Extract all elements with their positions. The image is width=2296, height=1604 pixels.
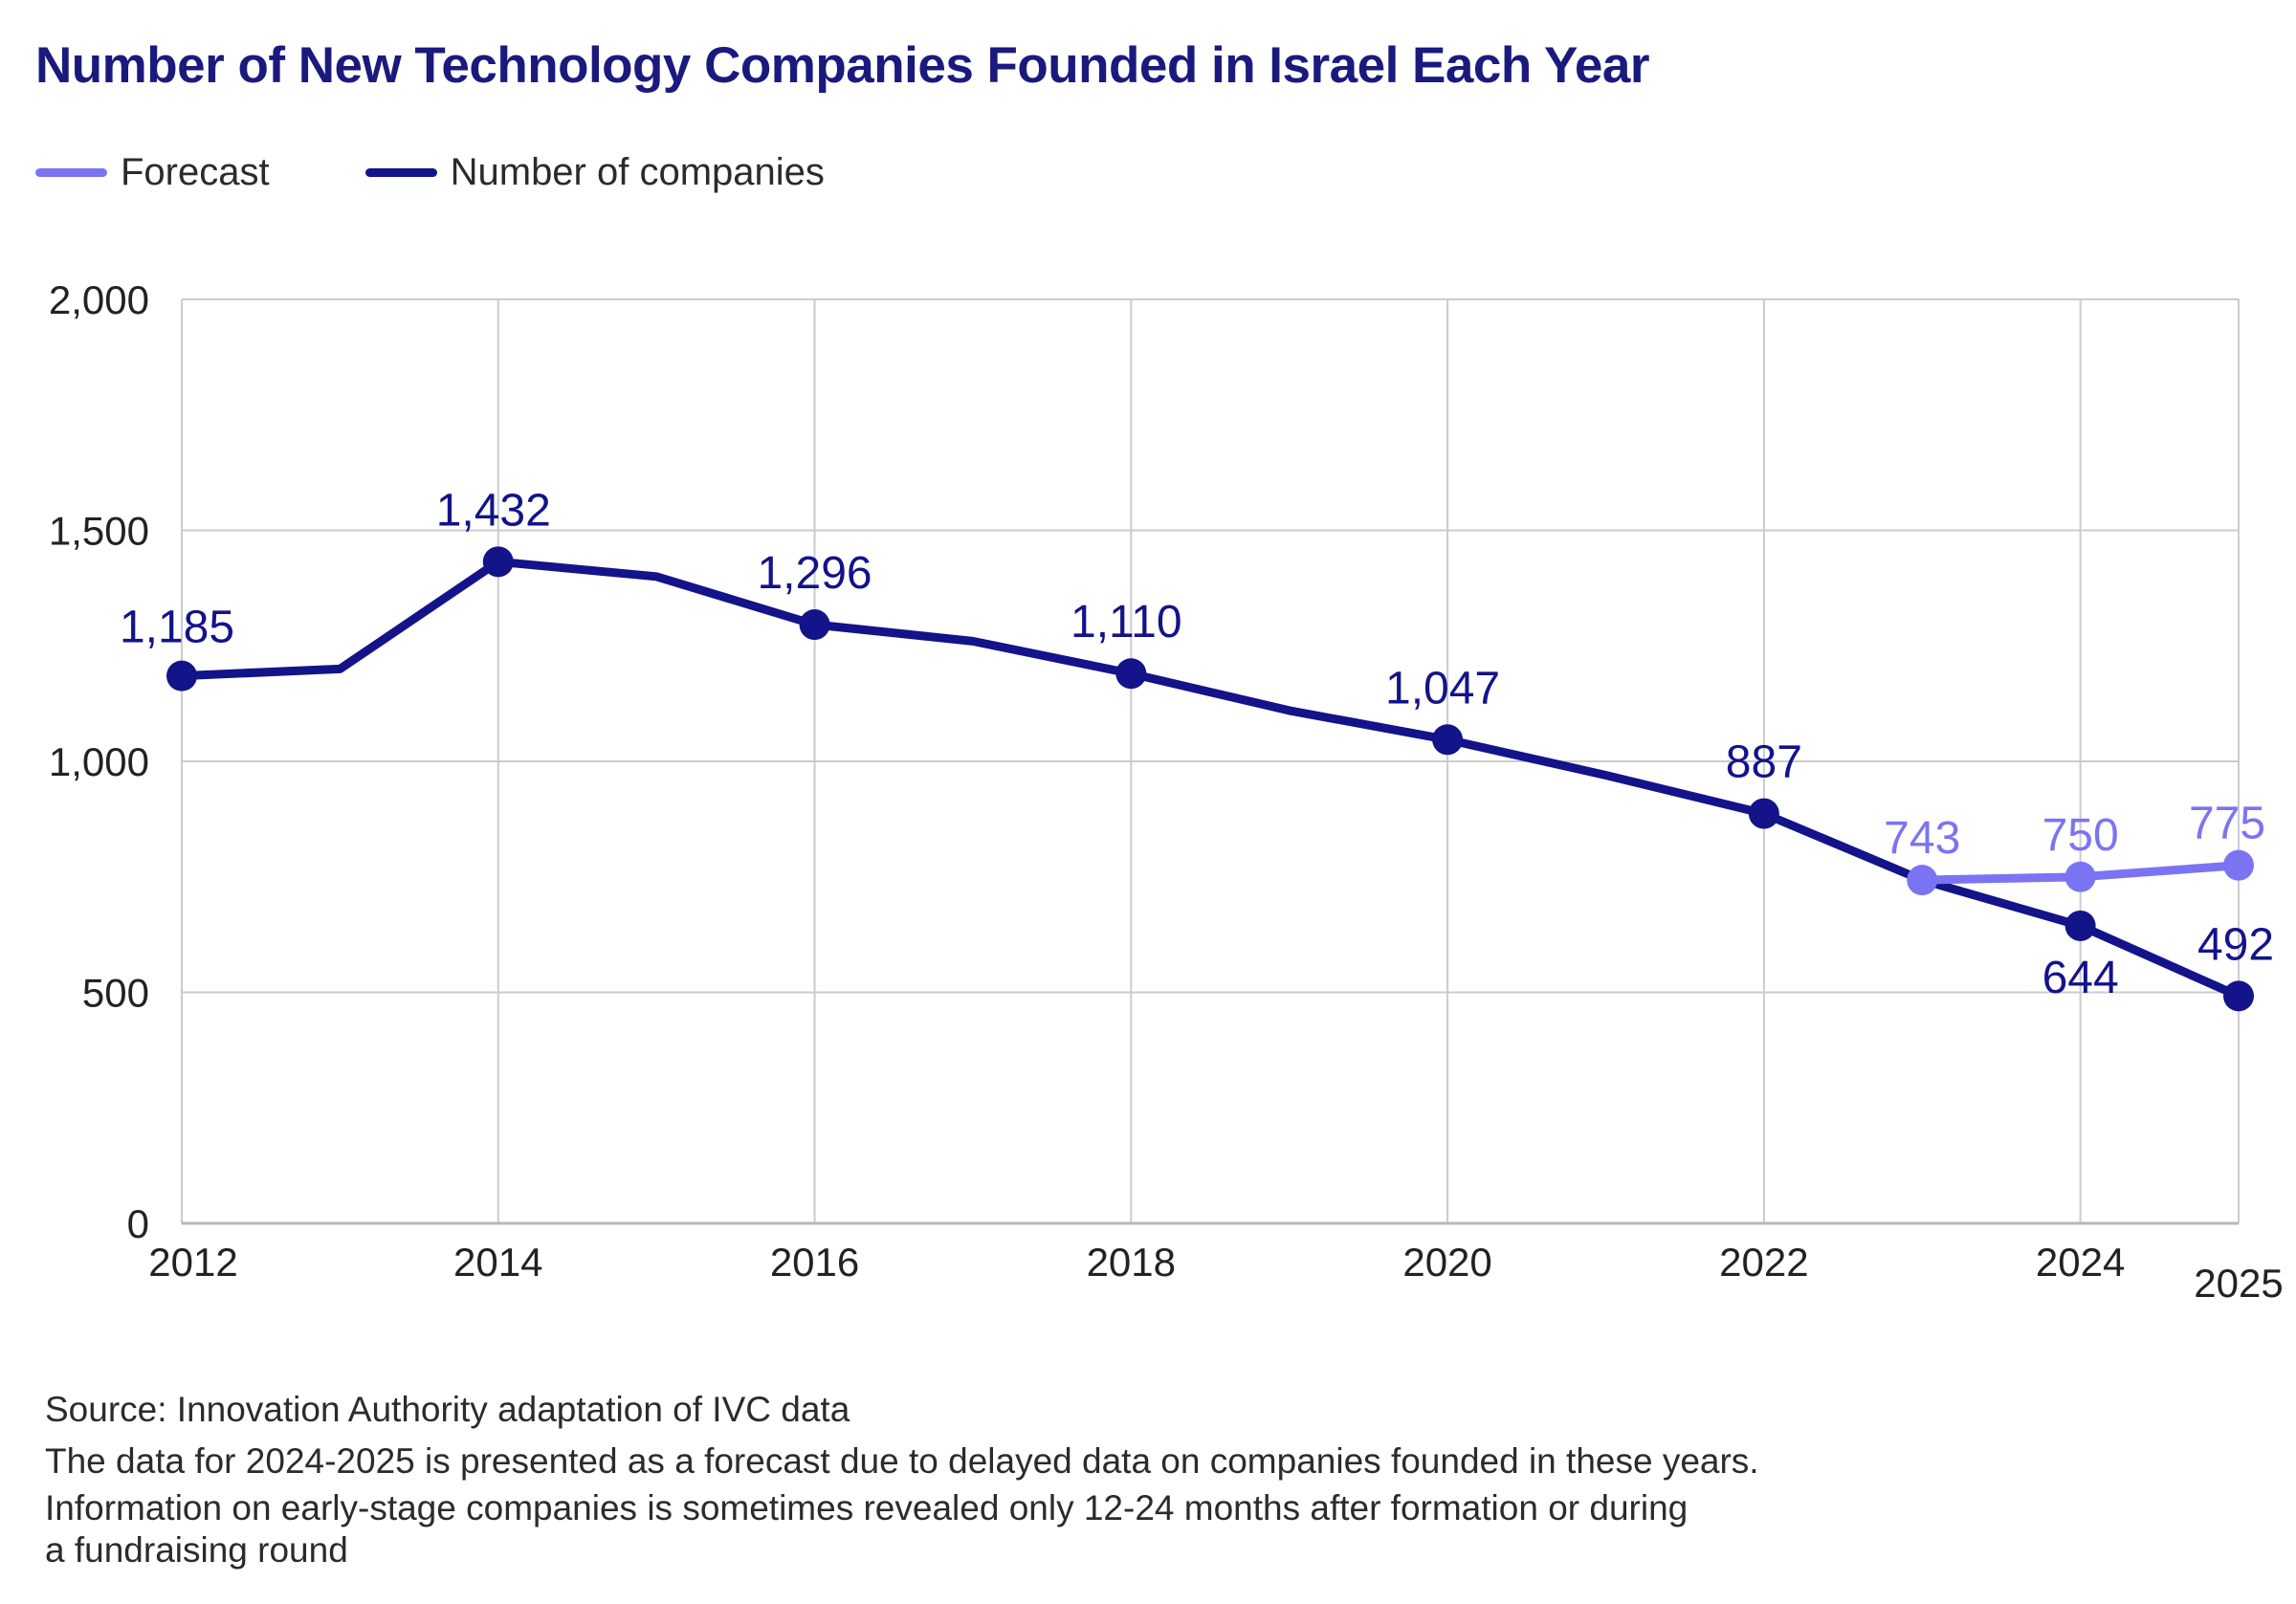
x-tick-label: 2020 bbox=[1402, 1240, 1491, 1285]
legend-swatch-forecast bbox=[35, 167, 107, 177]
companies-point bbox=[2223, 980, 2254, 1012]
companies-data-label: 492 bbox=[2197, 919, 2274, 970]
y-tick-label: 500 bbox=[82, 971, 149, 1016]
y-tick-label: 1,500 bbox=[49, 509, 149, 554]
info-note-line-1: Information on early-stage companies is … bbox=[45, 1488, 1689, 1527]
forecast-data-label: 743 bbox=[1884, 813, 1960, 864]
companies-point bbox=[1432, 724, 1464, 756]
y-tick-label: 0 bbox=[127, 1201, 149, 1246]
companies-point bbox=[482, 546, 514, 578]
source-note: Source: Innovation Authority adaptation … bbox=[45, 1390, 850, 1429]
x-tick-label: 2018 bbox=[1087, 1240, 1176, 1285]
forecast-point bbox=[2064, 861, 2096, 892]
x-tick-label: 2024 bbox=[2036, 1240, 2125, 1285]
data-labels: 1,185 1,432 1,296 1,110 1,047 887 644 492 743 750… bbox=[120, 485, 2274, 1003]
forecast-data-label: 750 bbox=[2042, 810, 2119, 861]
companies-data-label: 1,432 bbox=[436, 485, 551, 536]
companies-line bbox=[177, 557, 2243, 1000]
chart-title: Number of New Technology Companies Found… bbox=[35, 37, 1649, 94]
forecast-note: The data for 2024-2025 is presented as a… bbox=[45, 1441, 1759, 1481]
x-tick-label: 2014 bbox=[453, 1240, 542, 1285]
legend-label-companies: Number of companies bbox=[450, 150, 825, 193]
legend-item-companies: Number of companies bbox=[364, 150, 825, 194]
companies-point bbox=[799, 609, 830, 641]
forecast-point bbox=[1907, 865, 1938, 896]
companies-data-label: 887 bbox=[1726, 737, 1802, 788]
y-tick-label: 1,000 bbox=[49, 739, 149, 784]
forecast-data-label: 775 bbox=[2189, 799, 2265, 849]
companies-data-label: 644 bbox=[2042, 953, 2119, 1003]
companies-point bbox=[2064, 910, 2096, 941]
legend-swatch-companies bbox=[364, 167, 437, 177]
companies-point bbox=[1748, 798, 1779, 829]
companies-data-label: 1,296 bbox=[757, 548, 872, 599]
legend-item-forecast: Forecast bbox=[35, 151, 270, 194]
legend: Forecast Number of companies bbox=[35, 145, 920, 199]
x-tick-label: 2025 bbox=[2194, 1261, 2283, 1306]
y-tick-label: 2,000 bbox=[49, 277, 149, 322]
forecast-point bbox=[2223, 849, 2254, 881]
companies-data-label: 1,047 bbox=[1385, 663, 1500, 714]
x-tick-label: 2012 bbox=[148, 1240, 237, 1285]
x-tick-label: 2022 bbox=[1719, 1240, 1808, 1285]
chart-notes: Source: Innovation Authority adaptation … bbox=[45, 1384, 1759, 1571]
legend-label-forecast: Forecast bbox=[121, 150, 270, 193]
companies-point bbox=[166, 660, 197, 692]
line-chart: 0 500 1,000 1,500 2,000 2012 2014 2016 2018 2020 2… bbox=[49, 277, 2284, 1306]
companies-data-label: 1,185 bbox=[120, 603, 234, 653]
x-tick-label: 2016 bbox=[770, 1240, 859, 1285]
series-layer bbox=[166, 546, 2254, 1012]
companies-data-label: 1,110 bbox=[1071, 597, 1182, 648]
grid bbox=[181, 298, 2240, 1223]
companies-point bbox=[1115, 658, 1147, 690]
axes: 0 500 1,000 1,500 2,000 2012 2014 2016 2018 2020 2… bbox=[49, 277, 2284, 1306]
info-note-line-2: a fundraising round bbox=[45, 1530, 348, 1570]
